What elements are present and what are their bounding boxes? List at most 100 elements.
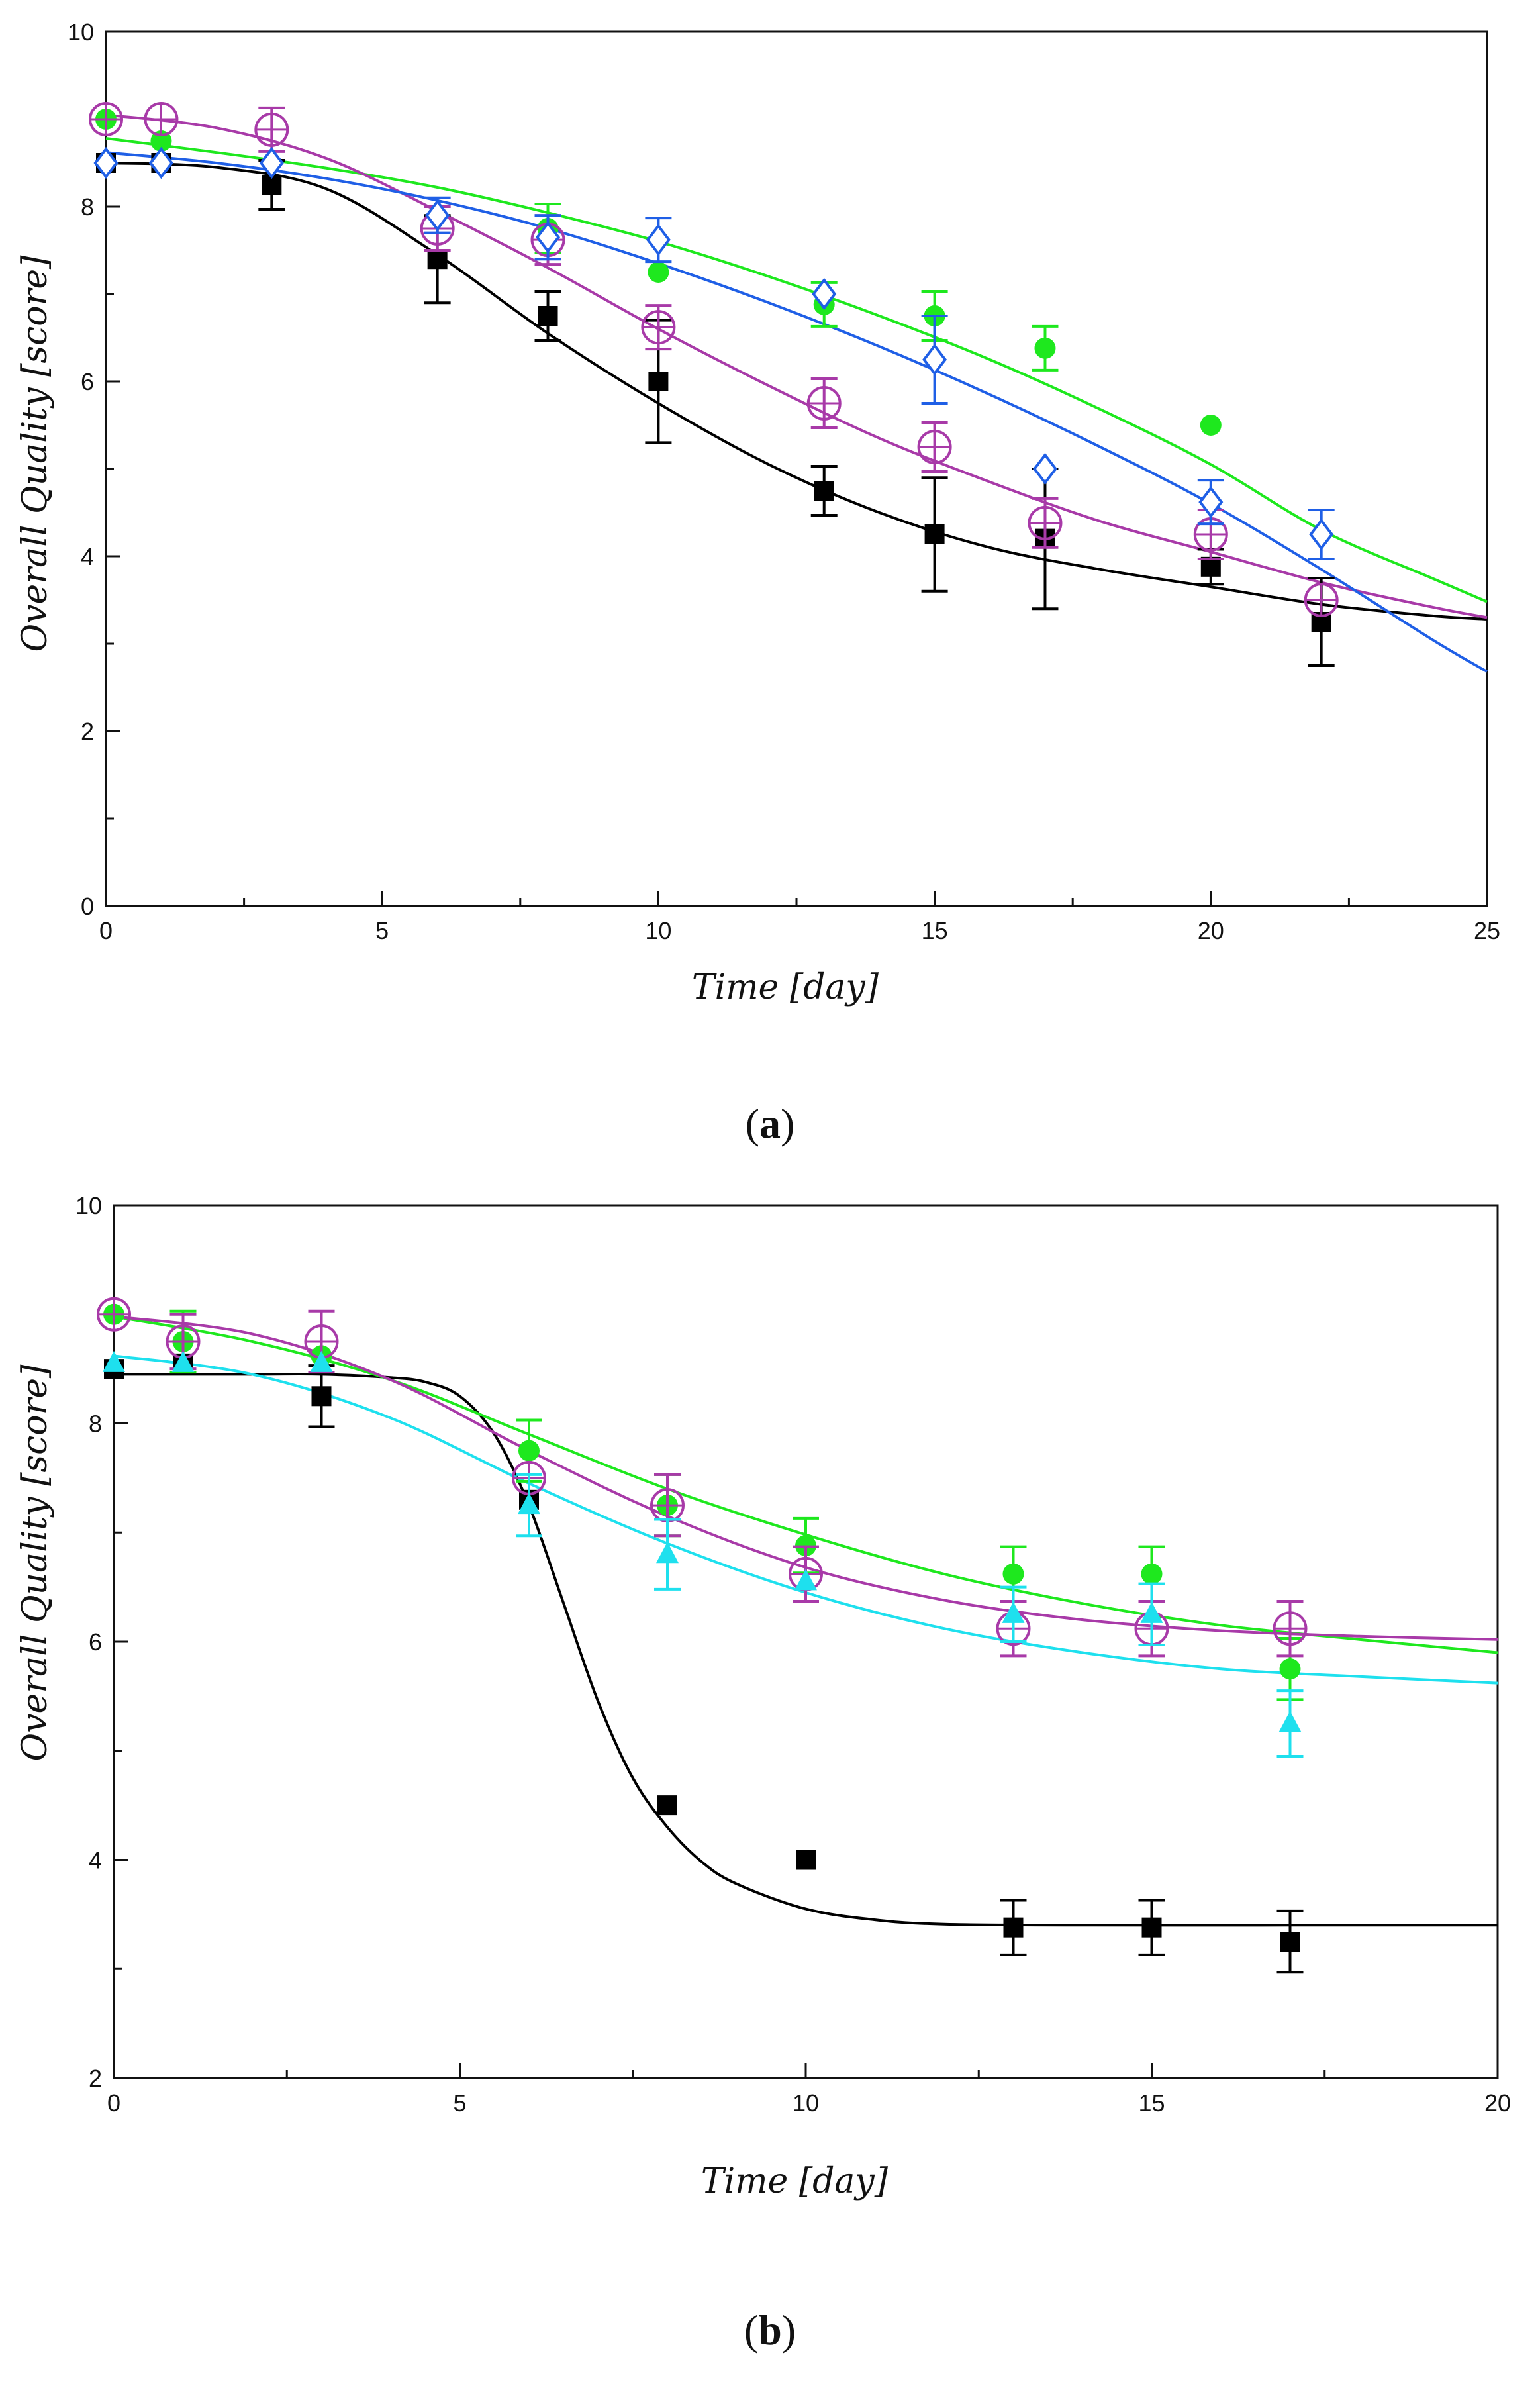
data-point — [922, 343, 947, 376]
data-point — [641, 310, 676, 345]
fit-curve — [105, 113, 1488, 619]
square-marker — [1141, 1917, 1162, 1938]
y-tick-label: 4 — [89, 1847, 102, 1874]
data-point — [1032, 452, 1057, 485]
data-point — [1304, 583, 1339, 617]
x-tick-label: 0 — [107, 2089, 120, 2116]
square-marker — [924, 524, 945, 544]
circle-marker — [518, 1440, 540, 1462]
circle-marker — [150, 130, 172, 152]
x-tick-label: 20 — [1484, 2089, 1511, 2116]
triangle-marker — [794, 1569, 817, 1591]
data-point — [650, 1488, 685, 1523]
diamond-marker — [1309, 518, 1334, 551]
data-point — [97, 1297, 131, 1332]
diamond-marker — [922, 343, 947, 376]
triangle-marker — [656, 1542, 679, 1564]
y-tick-label: 2 — [81, 718, 94, 745]
x-tick-label: 15 — [1138, 2089, 1165, 2116]
data-point — [89, 102, 123, 136]
diamond-marker — [812, 277, 837, 311]
diamond-marker — [646, 223, 671, 256]
x-tick-label: 5 — [375, 917, 389, 944]
square-marker — [538, 306, 558, 326]
x-tick-label: 10 — [793, 2089, 819, 2116]
panel-a-label: (a) — [746, 1100, 795, 1147]
x-tick-label: 20 — [1198, 917, 1224, 944]
y-tick-label: 8 — [89, 1411, 102, 1438]
data-point — [1309, 518, 1334, 551]
data-point — [1279, 1658, 1301, 1680]
data-point — [648, 262, 669, 283]
y-tick-label: 8 — [81, 193, 94, 221]
circle-marker — [1002, 1563, 1024, 1585]
data-point — [917, 430, 952, 464]
square-marker — [427, 249, 448, 270]
data-point — [538, 306, 558, 326]
fit-curve — [105, 151, 1488, 673]
data-point — [171, 1350, 195, 1372]
x-tick-label: 10 — [645, 917, 671, 944]
x-tick-label: 25 — [1474, 917, 1500, 944]
x-tick-label: 0 — [99, 917, 113, 944]
data-point — [1002, 1563, 1024, 1585]
data-point — [1280, 1932, 1300, 1952]
data-point — [427, 249, 448, 270]
panel-b-x-axis-title: Time [day] — [701, 2161, 889, 2201]
circle-marker — [648, 262, 669, 283]
data-point — [1278, 1711, 1302, 1732]
y-tick-label: 2 — [89, 2065, 102, 2092]
panel-a-label-close: ) — [781, 1100, 794, 1147]
data-point — [1198, 485, 1224, 519]
data-point — [93, 146, 119, 179]
panel-b-label-letter: b — [758, 2307, 782, 2354]
data-point — [646, 223, 671, 256]
data-point — [1200, 415, 1222, 436]
data-point — [144, 102, 179, 136]
data-point — [1028, 505, 1063, 540]
data-point — [259, 146, 284, 179]
data-point — [648, 372, 669, 391]
y-tick-label: 10 — [68, 19, 94, 46]
triangle-marker — [103, 1350, 125, 1372]
square-marker — [648, 372, 669, 391]
data-point — [656, 1542, 679, 1564]
data-point — [1140, 1601, 1163, 1623]
panel-b: 0 5 10 15 20 2 4 6 8 10 Time [day] Overall Qualit… — [15, 1192, 1511, 2354]
data-point — [1002, 1601, 1025, 1623]
x-tick-label: 5 — [453, 2089, 466, 2116]
data-point — [657, 1795, 677, 1816]
data-point — [1003, 1917, 1024, 1938]
diamond-marker — [1032, 452, 1057, 485]
square-marker — [796, 1850, 816, 1870]
y-tick-label: 0 — [81, 893, 94, 920]
data-point — [311, 1386, 332, 1407]
diamond-marker — [536, 221, 561, 254]
diamond-marker — [1198, 485, 1224, 519]
square-marker — [1280, 1932, 1300, 1952]
panel-a-x-axis-title: Time [day] — [692, 968, 879, 1007]
y-tick-label: 10 — [75, 1192, 102, 1219]
fit-curve — [114, 1373, 1498, 1927]
data-point — [806, 386, 842, 421]
data-point — [518, 1493, 540, 1515]
data-point — [148, 146, 173, 179]
y-tick-label: 6 — [89, 1628, 102, 1656]
y-tick-label: 4 — [81, 543, 94, 570]
panel-b-plot-area: 0 5 10 15 20 2 4 6 8 10 — [75, 1192, 1511, 2116]
data-point — [103, 1350, 125, 1372]
diamond-marker — [93, 146, 119, 179]
data-point — [254, 112, 289, 147]
circle-marker — [1141, 1563, 1163, 1585]
panel-a: 0 5 10 15 20 25 0 2 4 6 8 10 Time [day] Overall Qua… — [15, 19, 1500, 1147]
square-marker — [1003, 1917, 1024, 1938]
square-marker — [814, 481, 834, 501]
panel-b-y-axis-title: Overall Quality [score] — [15, 1364, 55, 1762]
data-point — [794, 1569, 817, 1591]
x-tick-label: 15 — [922, 917, 948, 944]
panel-a-plot-area: 0 5 10 15 20 25 0 2 4 6 8 10 — [68, 19, 1500, 944]
panel-a-label-letter: a — [759, 1100, 781, 1147]
square-marker — [657, 1795, 677, 1816]
triangle-marker — [1002, 1601, 1025, 1623]
data-point — [924, 524, 945, 544]
